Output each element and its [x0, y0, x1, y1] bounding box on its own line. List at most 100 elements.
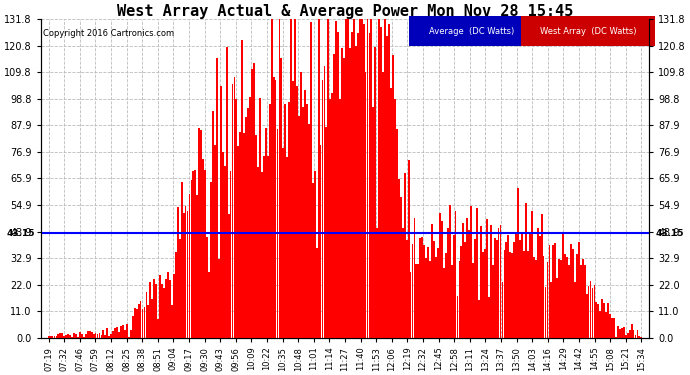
Bar: [89, 331, 90, 338]
Bar: [319, 146, 322, 338]
Bar: [513, 242, 515, 338]
Bar: [139, 301, 141, 338]
Bar: [63, 336, 65, 338]
Bar: [317, 19, 319, 338]
Bar: [286, 157, 288, 338]
Bar: [193, 171, 195, 338]
Bar: [375, 47, 376, 338]
Bar: [404, 173, 406, 338]
Bar: [410, 272, 411, 338]
Bar: [169, 280, 171, 338]
Bar: [138, 304, 139, 338]
Bar: [566, 256, 568, 338]
Bar: [304, 90, 306, 338]
Bar: [110, 334, 112, 338]
Bar: [50, 336, 52, 338]
Bar: [603, 303, 605, 338]
Bar: [155, 284, 157, 338]
Bar: [157, 319, 159, 338]
Bar: [177, 207, 179, 338]
Bar: [506, 242, 507, 338]
Bar: [364, 72, 366, 338]
Bar: [593, 285, 595, 338]
Bar: [466, 218, 469, 338]
Bar: [83, 337, 85, 338]
Bar: [349, 48, 351, 338]
Bar: [353, 19, 355, 338]
Bar: [118, 332, 120, 338]
Bar: [345, 19, 347, 338]
Bar: [255, 135, 257, 338]
Bar: [462, 223, 464, 338]
Bar: [542, 256, 544, 338]
Bar: [600, 311, 601, 338]
Bar: [245, 117, 247, 338]
Bar: [371, 19, 373, 338]
Bar: [415, 264, 417, 338]
Bar: [366, 19, 368, 338]
Bar: [411, 244, 413, 338]
Bar: [270, 19, 273, 338]
Bar: [302, 107, 304, 338]
Bar: [228, 214, 230, 338]
Bar: [459, 261, 460, 338]
Bar: [497, 228, 500, 338]
Bar: [173, 274, 175, 338]
Bar: [527, 251, 529, 338]
Bar: [551, 282, 552, 338]
Bar: [633, 330, 635, 338]
Bar: [504, 250, 505, 338]
Bar: [300, 72, 302, 338]
Bar: [202, 159, 204, 338]
Bar: [55, 336, 57, 338]
Bar: [570, 244, 572, 338]
Bar: [85, 334, 87, 338]
Bar: [132, 316, 134, 338]
Bar: [224, 165, 226, 338]
Bar: [486, 219, 488, 338]
Bar: [478, 300, 480, 338]
Bar: [257, 167, 259, 338]
Bar: [144, 307, 146, 338]
Bar: [265, 128, 267, 338]
Bar: [376, 228, 378, 338]
Bar: [249, 97, 251, 338]
Bar: [296, 86, 298, 338]
Bar: [500, 225, 502, 338]
Bar: [529, 233, 531, 338]
Bar: [502, 282, 504, 338]
Bar: [92, 334, 95, 338]
Bar: [200, 130, 202, 338]
Bar: [507, 235, 509, 338]
Bar: [631, 324, 633, 338]
Bar: [128, 337, 130, 338]
Bar: [314, 171, 315, 338]
Bar: [351, 32, 353, 338]
Bar: [273, 77, 275, 338]
Bar: [101, 336, 102, 338]
Bar: [518, 189, 519, 338]
Bar: [576, 254, 578, 338]
Bar: [544, 287, 546, 338]
Bar: [122, 325, 124, 338]
Bar: [226, 46, 228, 338]
Bar: [95, 333, 97, 338]
Bar: [556, 278, 558, 338]
Bar: [580, 265, 582, 338]
Bar: [212, 111, 214, 338]
Bar: [355, 46, 357, 338]
Bar: [595, 302, 598, 338]
Bar: [282, 148, 284, 338]
Bar: [79, 332, 81, 338]
Bar: [61, 333, 63, 338]
Bar: [171, 305, 172, 338]
Bar: [284, 104, 286, 338]
Bar: [333, 54, 335, 338]
Bar: [151, 299, 153, 338]
Bar: [447, 228, 448, 338]
Bar: [443, 268, 445, 338]
Bar: [509, 252, 511, 338]
Bar: [453, 235, 455, 338]
Bar: [629, 330, 631, 338]
Bar: [275, 80, 277, 338]
